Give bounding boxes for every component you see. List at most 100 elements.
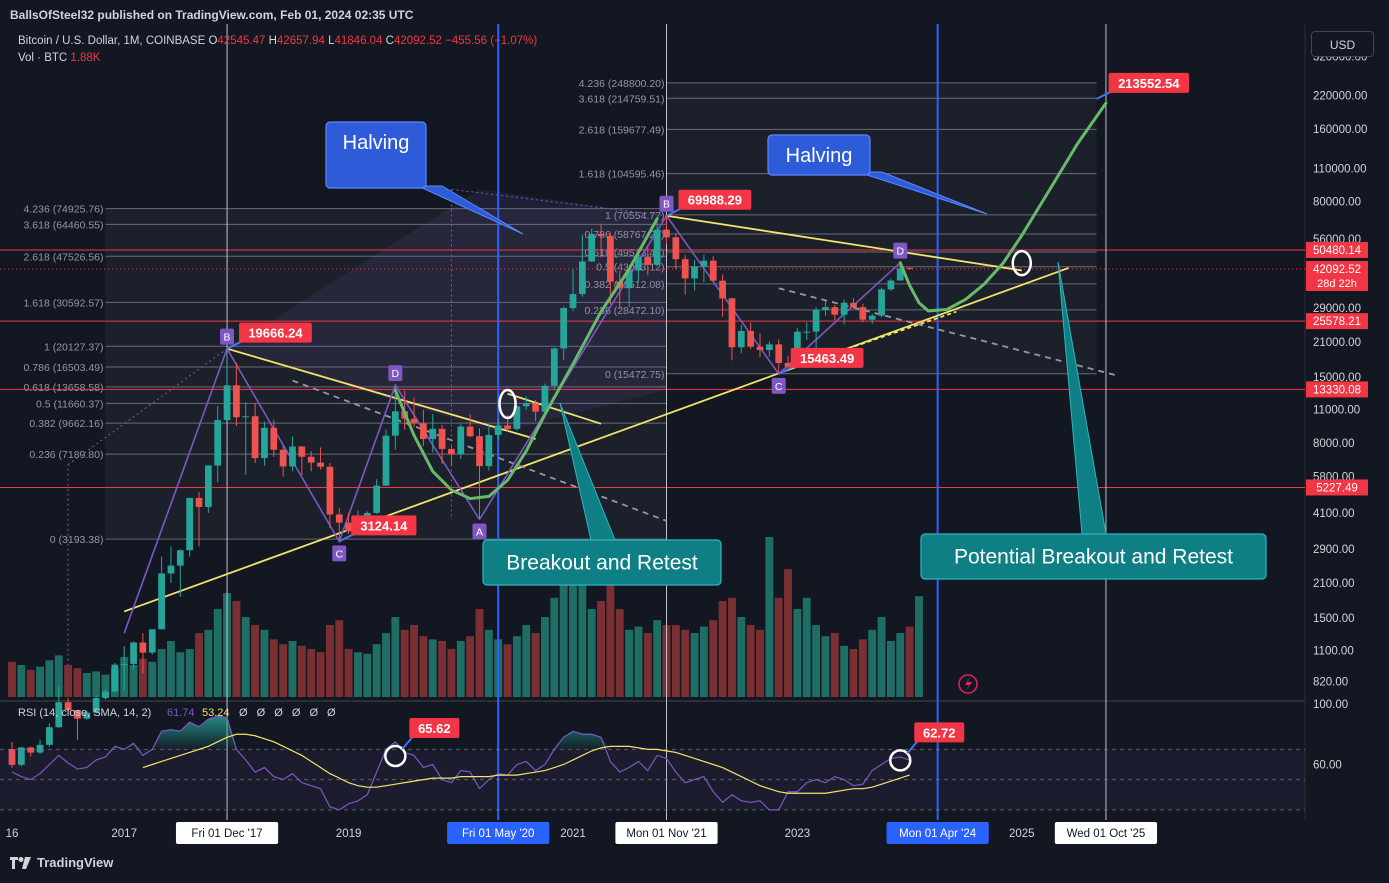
time-axis-highlight-box	[175, 822, 279, 844]
rsi-label-box	[914, 722, 965, 743]
price-level-tag-text: 13330.08	[1313, 384, 1361, 396]
volume-bar	[17, 665, 26, 697]
candle-body	[737, 330, 745, 348]
candle-body	[578, 261, 586, 295]
candle-body	[242, 416, 250, 418]
volume-bar	[232, 601, 241, 697]
candle-body	[429, 428, 437, 440]
pattern-badge-box	[893, 242, 908, 259]
callout-box	[482, 539, 722, 586]
candle-body	[719, 280, 726, 299]
price-label-text: 69988.29	[688, 193, 742, 208]
fib-level-label: 0.382 (9662.16)	[29, 418, 103, 430]
candle-body	[195, 497, 203, 507]
rsi-marker-circle	[889, 749, 912, 772]
fib-level-label: 0.5 (11660.37)	[36, 398, 104, 410]
change-value: −455.56 (−1.07%)	[445, 35, 538, 47]
volume-bar	[73, 668, 82, 697]
candle-body	[476, 436, 483, 467]
currency-button[interactable]: USD	[1311, 31, 1374, 57]
rsi-legend: RSI (14, close, SMA, 14, 2) 61.74 53.24 Ø Ø…	[18, 707, 336, 719]
time-axis-highlight: Wed 01 Oct '25	[1054, 822, 1158, 844]
volume-bar	[793, 609, 802, 697]
candle-body	[176, 550, 184, 566]
price-level-tag-box	[1306, 479, 1368, 496]
candle-body	[859, 307, 867, 320]
candle-body	[55, 702, 63, 728]
candle-body	[214, 420, 222, 466]
volume-bar	[699, 626, 708, 697]
volume-bar	[877, 617, 886, 697]
volume-bar	[915, 596, 923, 697]
volume-bar	[148, 661, 157, 697]
fib-level-label: 0 (15472.75)	[605, 369, 665, 381]
volume-bar	[634, 626, 643, 697]
volume-bar	[728, 597, 736, 697]
volume-bar	[138, 658, 147, 697]
price-label-box	[790, 347, 864, 368]
volume-bar	[475, 609, 484, 697]
rsi-label-arrow	[906, 739, 920, 755]
time-axis-highlight: Mon 01 Apr '24	[886, 822, 989, 844]
volume-bar	[840, 645, 849, 697]
candle-body	[120, 663, 128, 665]
tradingview-brand: TradingView	[37, 855, 114, 870]
pattern-badge-box	[771, 377, 786, 394]
callout-text: Halving	[343, 132, 410, 154]
rsi-label-box	[409, 717, 460, 738]
time-axis-highlight: Mon 01 Nov '21	[615, 822, 718, 844]
rsi-callout: 65.62	[384, 717, 460, 768]
callout-2: Halving	[767, 134, 988, 215]
volume-bar	[92, 671, 101, 697]
rsi-callout: 62.72	[889, 722, 965, 772]
callout-3: Breakout and Retest	[482, 402, 722, 586]
time-axis-label: 2017	[111, 828, 137, 840]
candle-body	[111, 664, 119, 692]
volume-bar	[812, 625, 821, 697]
curve-cycle-2024	[898, 101, 1108, 313]
candle-body	[672, 237, 680, 260]
candle-body	[289, 446, 296, 467]
close-value: 42092.52	[393, 35, 442, 47]
candle-body	[83, 712, 91, 719]
price-level-tag-text: 5227.49	[1316, 482, 1358, 494]
price-label-box	[678, 189, 752, 210]
candle-body	[756, 346, 764, 351]
pattern-badge-b: B	[659, 195, 674, 212]
volume-bar	[45, 660, 54, 697]
time-axis-highlight-box	[615, 822, 718, 844]
volume-bar	[64, 665, 73, 697]
volume-bar	[400, 629, 409, 697]
price-label-text: 15463.49	[800, 351, 854, 366]
candle-body	[261, 427, 268, 459]
candle-body	[420, 423, 427, 440]
fib-level-label: 4.236 (248800.20)	[579, 78, 665, 90]
last-price-text: 42092.52	[1313, 264, 1361, 276]
candle-body	[466, 426, 474, 437]
time-axis-highlight-text: Mon 01 Apr '24	[899, 828, 977, 840]
volume-bar	[167, 641, 175, 697]
tradingview-logo[interactable]: TradingView	[10, 855, 113, 870]
candle-body	[784, 362, 792, 367]
support-trend-line	[123, 267, 1069, 613]
volume-bar	[335, 620, 344, 697]
candle-body	[906, 267, 913, 269]
volume-bar	[344, 649, 353, 697]
price-axis-label: 11000.00	[1313, 405, 1360, 417]
volume-bar	[896, 633, 905, 697]
fib-level-label: 0.618 (13658.58)	[24, 382, 104, 394]
rsi-legend-name: RSI (14, close, SMA, 14, 2)	[18, 707, 151, 719]
pattern-badge-box	[388, 365, 403, 382]
candle-body	[36, 744, 44, 753]
volume-bar	[606, 585, 615, 697]
volume-bar	[354, 652, 362, 697]
price-label-box	[1108, 72, 1189, 93]
callout-text: Potential Breakout and Retest	[954, 546, 1233, 569]
candle-body	[728, 298, 736, 348]
volume-bar	[671, 625, 680, 697]
pattern-badge-label: A	[476, 527, 483, 539]
rsi-label-text: 62.72	[923, 725, 956, 740]
callout-box	[325, 121, 427, 189]
callout-text: Breakout and Retest	[506, 552, 698, 575]
